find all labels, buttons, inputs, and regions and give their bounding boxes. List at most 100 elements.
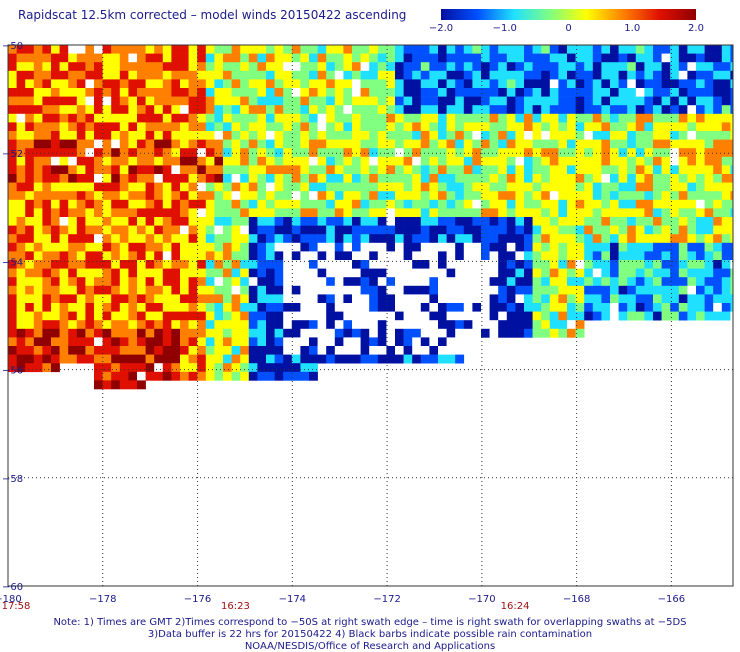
heat-cell [300, 208, 310, 218]
heat-cell [377, 182, 387, 192]
heat-cell [584, 234, 594, 244]
heat-cell [463, 139, 473, 149]
heat-cell [214, 53, 224, 63]
heat-cell [696, 148, 705, 158]
heat-cell [592, 139, 602, 149]
heat-cell [85, 45, 95, 54]
heat-cell [670, 303, 680, 312]
heat-cell [678, 294, 688, 304]
heat-cell [145, 45, 155, 54]
heat-cell [377, 174, 387, 183]
heat-cell [412, 320, 422, 330]
heat-cell [618, 88, 628, 97]
heat-cell [352, 251, 361, 261]
heat-cell [704, 165, 714, 175]
heat-cell [644, 285, 654, 295]
heat-cell [661, 88, 671, 97]
heat-cell [429, 139, 439, 149]
heat-cell [119, 105, 129, 115]
heat-cell [240, 156, 250, 166]
heat-cell [283, 234, 293, 244]
heat-cell [515, 251, 525, 261]
heat-cell [575, 113, 585, 123]
heat-cell [687, 45, 697, 54]
heat-cell [283, 294, 293, 304]
heat-cell [352, 320, 361, 330]
heat-cell [145, 294, 155, 304]
heat-cell [429, 225, 439, 235]
heat-cell [180, 53, 189, 63]
heat-cell [403, 148, 413, 158]
heat-cell [438, 208, 447, 218]
heat-cell [326, 191, 336, 201]
heat-cell [214, 242, 224, 252]
heat-cell [412, 62, 422, 72]
heat-cell [274, 320, 284, 330]
heat-cell [704, 53, 714, 63]
heat-cell [102, 217, 112, 226]
heat-cell [111, 199, 121, 209]
heat-cell [223, 88, 232, 97]
heat-cell [541, 285, 551, 295]
heat-cell [627, 105, 637, 115]
heat-cell [541, 268, 551, 278]
heat-cell [257, 105, 267, 115]
heat-cell [515, 165, 525, 175]
heat-cell [171, 53, 181, 63]
heat-cell [248, 294, 258, 304]
heat-cell [670, 277, 680, 287]
heat-cell [8, 131, 17, 140]
heat-cell [713, 199, 723, 209]
heat-cell [343, 260, 353, 269]
heat-cell [145, 328, 155, 338]
heat-cell [25, 191, 35, 201]
heat-cell [274, 208, 284, 218]
heat-cell [51, 285, 60, 295]
heat-cell [352, 174, 361, 183]
heat-cell [8, 122, 17, 132]
heat-cell [154, 311, 164, 321]
heat-cell [713, 113, 723, 123]
heat-cell [515, 320, 525, 330]
heat-cell [704, 225, 714, 235]
heat-cell [412, 260, 422, 269]
heat-cell [721, 70, 731, 80]
heat-cell [223, 303, 232, 312]
heat-cell [592, 156, 602, 166]
heat-cell [446, 122, 456, 132]
heat-cell [506, 62, 516, 72]
heat-cell [352, 79, 361, 89]
heat-cell [618, 277, 628, 287]
heat-cell [171, 139, 181, 149]
heat-cell [704, 174, 714, 183]
heat-cell [601, 242, 611, 252]
heat-cell [549, 79, 559, 89]
heat-cell [68, 70, 78, 80]
heat-cell [601, 139, 611, 149]
heat-cell [670, 148, 680, 158]
heat-cell [644, 294, 654, 304]
heat-cell [377, 122, 387, 132]
heat-cell [670, 260, 680, 269]
heat-cell [283, 113, 293, 123]
heat-cell [713, 131, 723, 140]
heat-cell [515, 156, 525, 166]
heat-cell [386, 165, 396, 175]
heat-cell [627, 96, 637, 106]
heat-cell [8, 354, 17, 364]
heat-cell [610, 113, 619, 123]
heat-cell [352, 217, 361, 226]
heat-cell [33, 139, 43, 149]
heat-cell [584, 139, 594, 149]
heat-cell [137, 337, 146, 347]
heat-cell [575, 174, 585, 183]
heat-cell [541, 294, 551, 304]
heat-cell [532, 105, 542, 115]
heat-cell [274, 148, 284, 158]
heat-cell [369, 337, 379, 347]
heat-cell [618, 105, 628, 115]
heat-cell [102, 88, 112, 97]
heat-cell [197, 156, 207, 166]
heat-cell [94, 311, 103, 321]
heat-cell [42, 311, 52, 321]
